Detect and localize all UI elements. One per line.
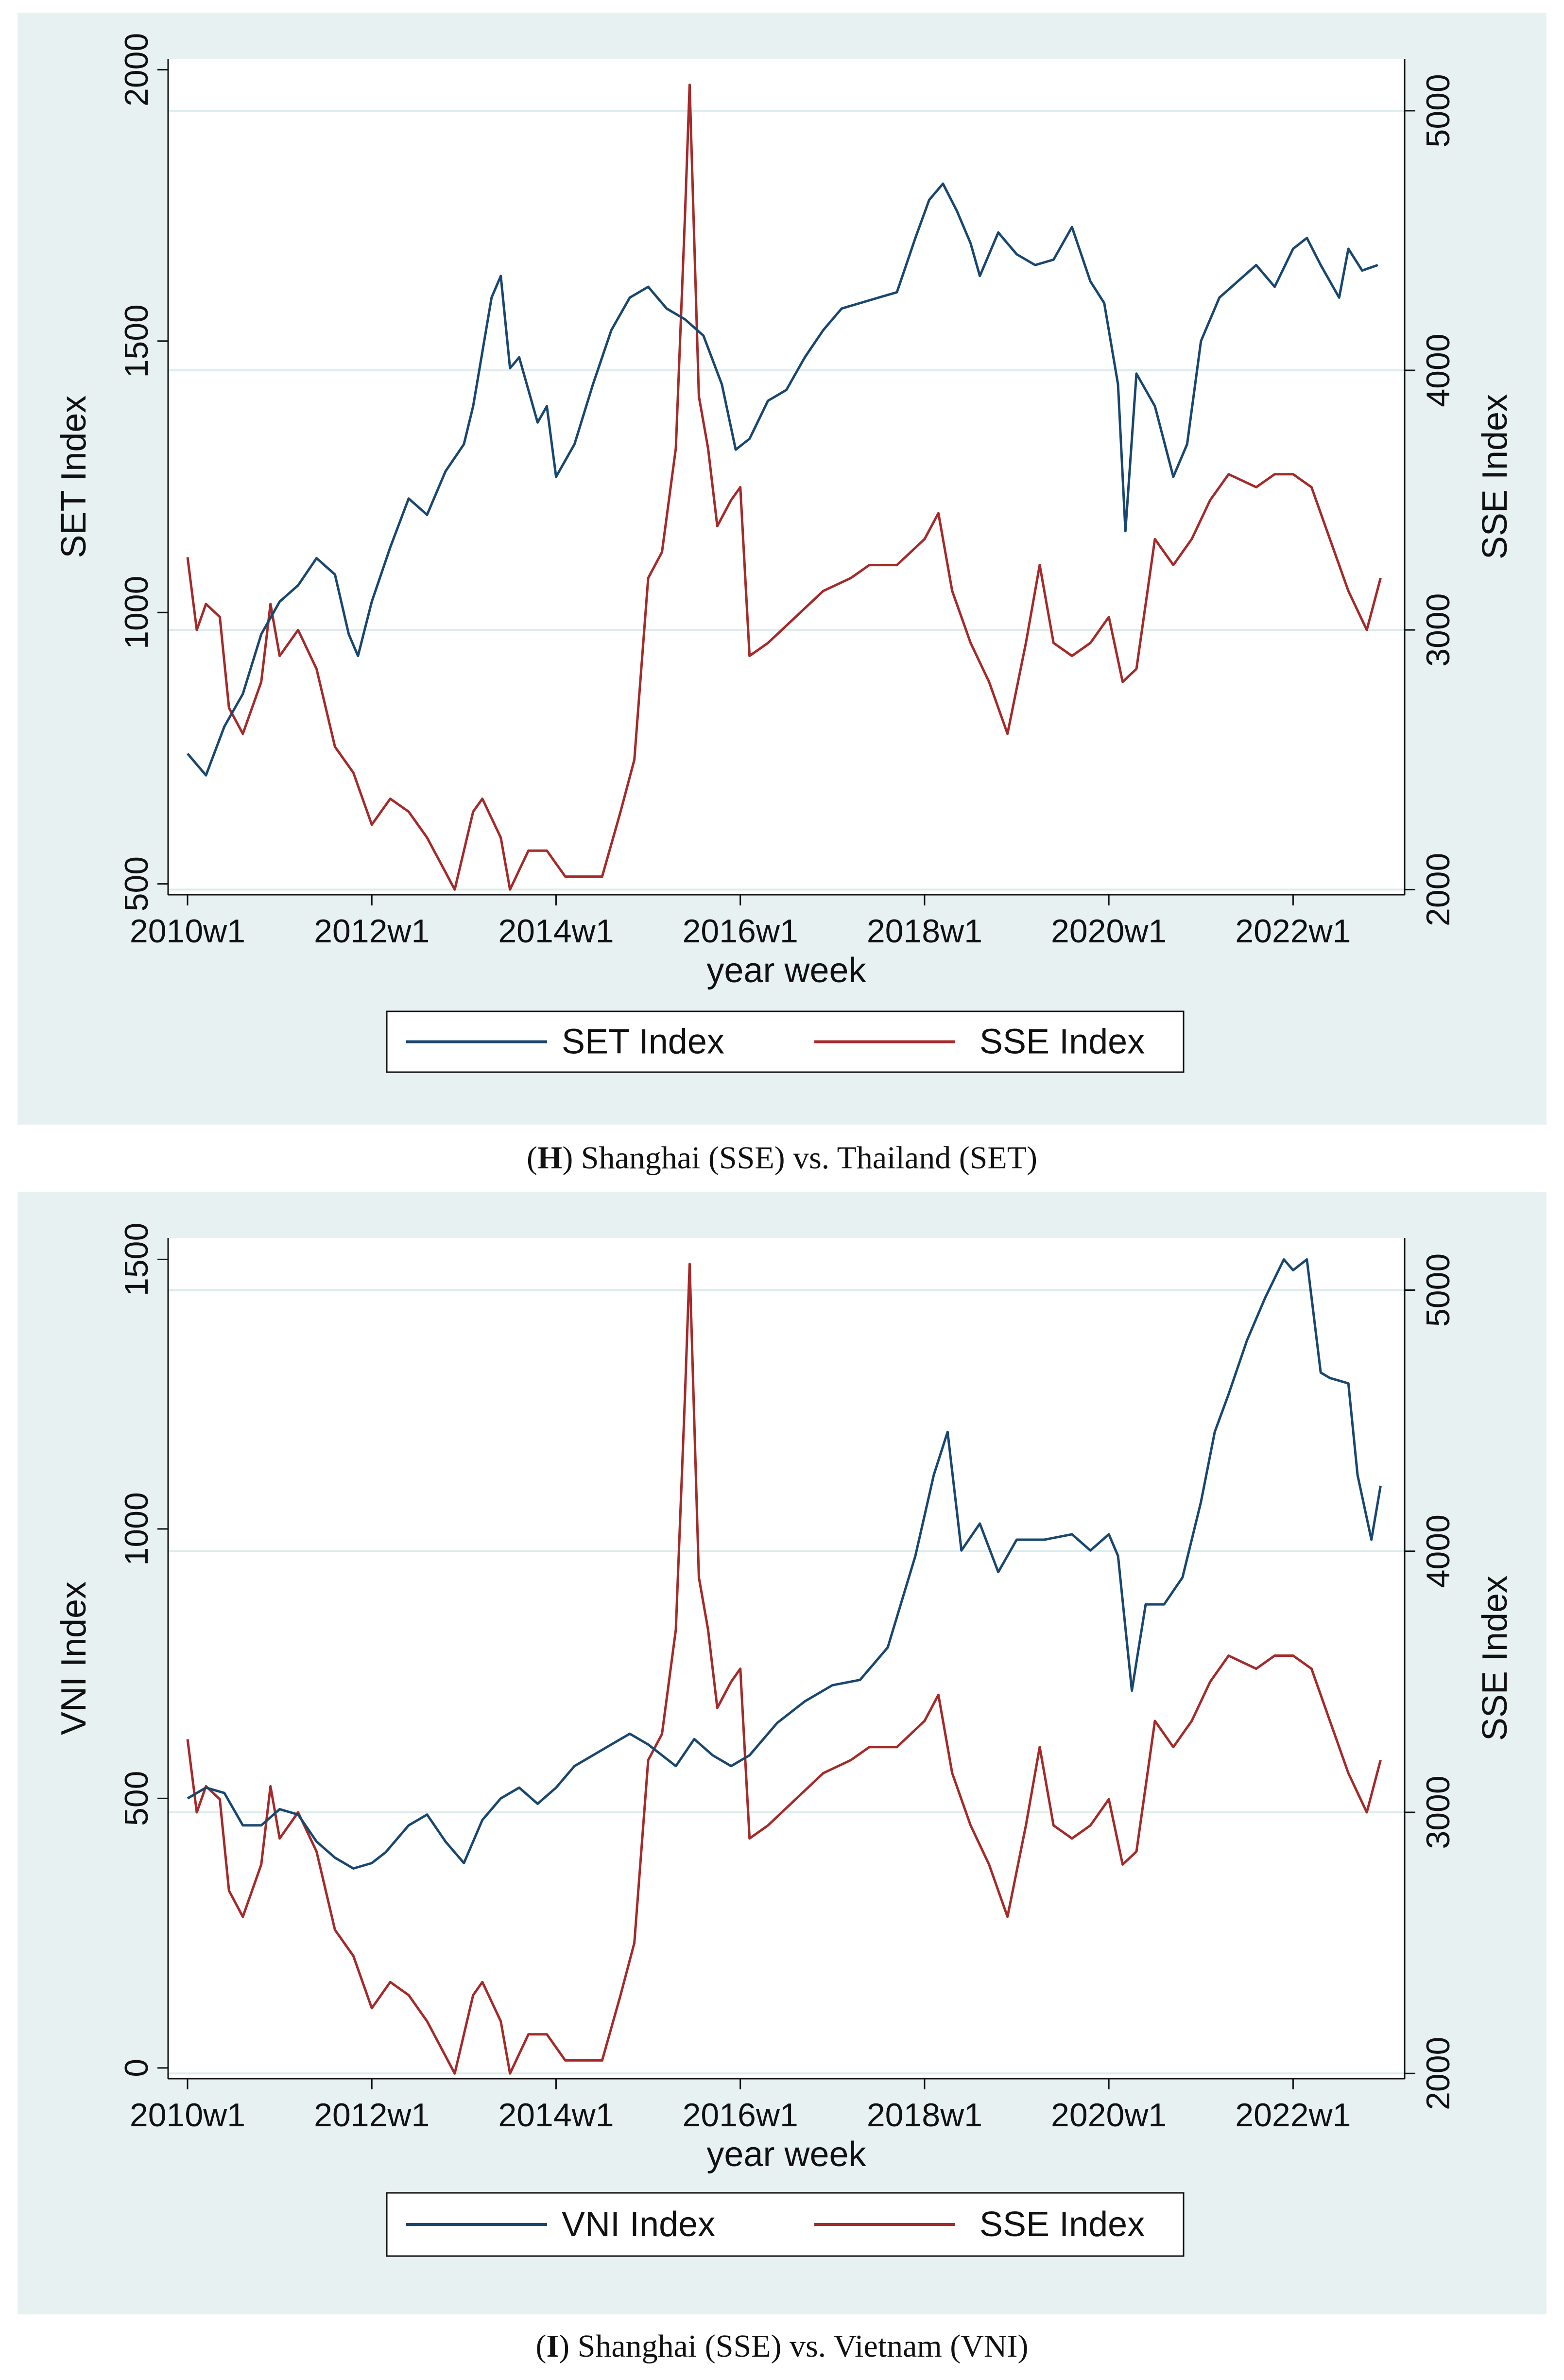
right-tick-label-0: 2000 xyxy=(1420,853,1457,926)
x-tick-label-1: 2012w1 xyxy=(314,2097,430,2134)
right-tick-label-0: 2000 xyxy=(1420,2037,1457,2110)
left-tick-label-3: 1500 xyxy=(118,1223,155,1296)
plot-area xyxy=(168,1238,1405,2079)
caption-i-letter: I xyxy=(546,2328,559,2364)
left-tick-label-1: 500 xyxy=(118,1771,155,1826)
left-tick-label-0: 500 xyxy=(118,856,155,911)
caption-i: (I) Shanghai (SSE) vs. Vietnam (VNI) xyxy=(535,2328,1029,2364)
left-tick-label-2: 1000 xyxy=(118,1492,155,1565)
legend-label-0: VNI Index xyxy=(562,2205,715,2244)
legend-label-1: SSE Index xyxy=(980,2205,1145,2244)
series-line-set-index xyxy=(187,182,1378,777)
caption-h-text: ) Shanghai (SSE) vs. Thailand (SET) xyxy=(562,1140,1037,1176)
left-tick-label-2: 1500 xyxy=(118,304,155,378)
chart-panel-i: 0 500 1000 1500 2000 3000 4000 5000 2010w1 2012w1… xyxy=(17,1192,1547,2314)
chart-svg-i: 0 500 1000 1500 2000 3000 4000 5000 2010w1 2012w1… xyxy=(54,1223,1514,2257)
left-tick-label-0: 0 xyxy=(118,2059,155,2077)
right-tick-label-2: 4000 xyxy=(1420,1514,1457,1588)
series-line-sse-index xyxy=(186,1263,1382,2075)
legend-label-1: SSE Index xyxy=(980,1023,1145,1061)
right-tick-label-2: 4000 xyxy=(1420,333,1457,407)
y-axis-title-right: SSE Index xyxy=(1476,394,1514,559)
x-tick-label-5: 2020w1 xyxy=(1051,913,1167,950)
x-tick-label-6: 2022w1 xyxy=(1235,913,1351,950)
right-tick-label-1: 3000 xyxy=(1420,593,1457,667)
x-axis-title: year week xyxy=(706,951,866,990)
left-tick-label-3: 2000 xyxy=(118,33,155,106)
x-tick-label-0: 2010w1 xyxy=(130,2097,245,2134)
series-line-sse-index xyxy=(186,83,1382,891)
y-axis-title-left: SET Index xyxy=(54,396,93,558)
x-tick-label-3: 2016w1 xyxy=(683,913,798,950)
caption-i-text: ) Shanghai (SSE) vs. Vietnam (VNI) xyxy=(559,2328,1029,2364)
x-tick-label-5: 2020w1 xyxy=(1051,2097,1167,2134)
right-tick-label-3: 5000 xyxy=(1420,1253,1457,1327)
x-tick-label-2: 2014w1 xyxy=(498,913,614,950)
chart-svg-h: 500 1000 1500 2000 2000 3000 4000 5000 2010w1 201… xyxy=(54,33,1514,1073)
x-tick-label-4: 2018w1 xyxy=(867,913,982,950)
left-tick-label-1: 1000 xyxy=(118,576,155,649)
x-tick-label-3: 2016w1 xyxy=(683,2097,798,2134)
y-axis-title-left: VNI Index xyxy=(54,1581,93,1735)
x-axis-title: year week xyxy=(706,2135,866,2174)
chart-panel-h: 500 1000 1500 2000 2000 3000 4000 5000 2010w1 201… xyxy=(17,13,1547,1125)
right-tick-label-1: 3000 xyxy=(1420,1775,1457,1849)
y-axis-title-right: SSE Index xyxy=(1476,1576,1514,1741)
series-line-vni-index xyxy=(187,1258,1382,1870)
x-tick-label-6: 2022w1 xyxy=(1235,2097,1351,2134)
right-tick-label-3: 5000 xyxy=(1420,74,1457,147)
x-tick-label-4: 2018w1 xyxy=(867,2097,982,2134)
legend-label-0: SET Index xyxy=(562,1023,724,1061)
x-tick-label-0: 2010w1 xyxy=(130,913,245,950)
x-tick-label-1: 2012w1 xyxy=(314,913,430,950)
caption-h: (H) Shanghai (SSE) vs. Thailand (SET) xyxy=(527,1140,1037,1176)
plot-area xyxy=(168,59,1405,895)
x-tick-label-2: 2014w1 xyxy=(498,2097,614,2134)
caption-h-letter: H xyxy=(537,1140,563,1176)
